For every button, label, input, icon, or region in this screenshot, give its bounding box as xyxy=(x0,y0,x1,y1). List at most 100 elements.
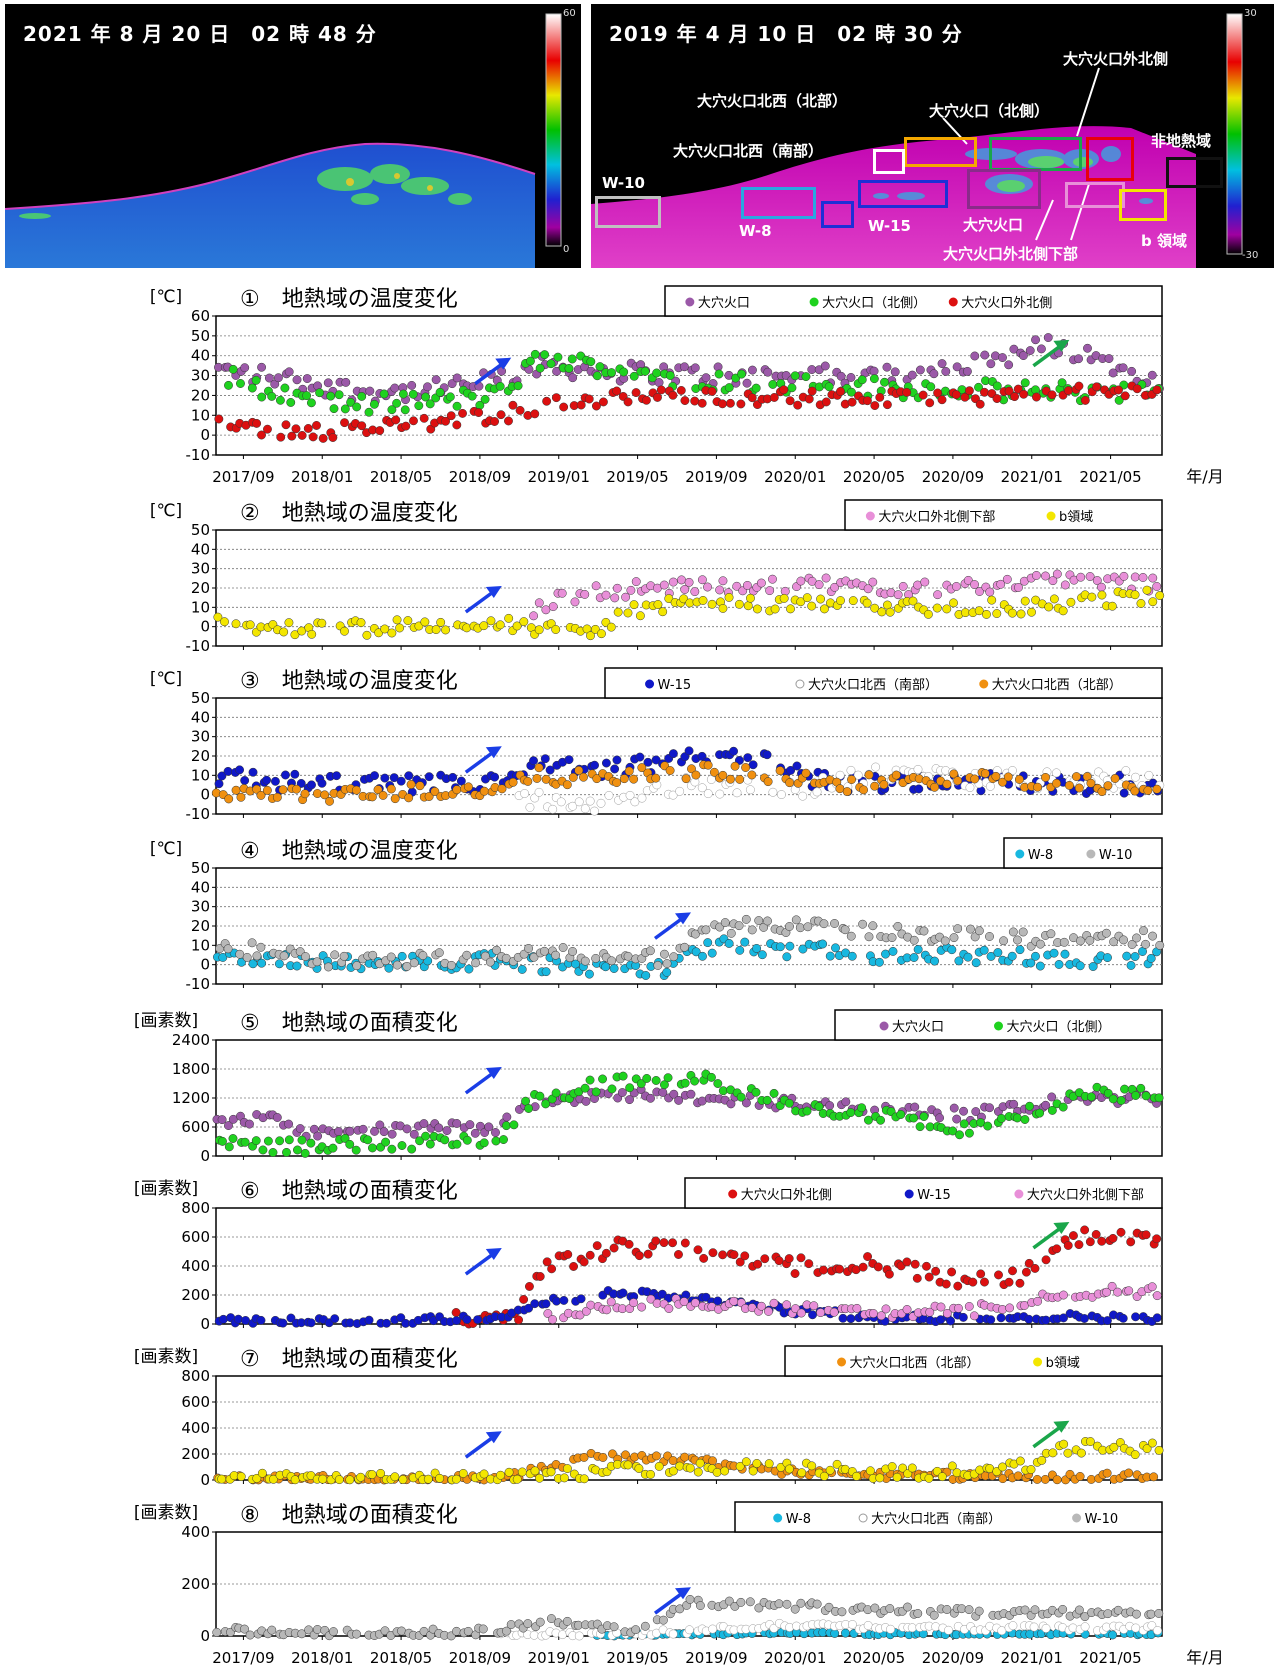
data-point-c5-s0 xyxy=(841,1097,851,1107)
legend-marker-c6 xyxy=(904,1189,914,1199)
data-point-c2-s1 xyxy=(752,604,762,614)
data-point-c2-s0 xyxy=(1152,582,1162,591)
data-point-c6-s2 xyxy=(1033,1296,1043,1306)
data-point-c7-s0 xyxy=(598,1453,608,1462)
data-point-c5-s1 xyxy=(1103,1088,1113,1098)
data-point-c3-s2 xyxy=(687,764,696,774)
data-point-c1-s2 xyxy=(960,392,970,402)
data-point-c8-s2 xyxy=(796,1598,806,1608)
data-point-c1-s0 xyxy=(1004,360,1014,370)
legend-marker-c2 xyxy=(1046,511,1056,521)
data-point-c5-s1 xyxy=(651,1076,661,1085)
data-point-c2-s1 xyxy=(1058,606,1068,616)
data-point-c3-s2 xyxy=(252,784,262,794)
data-point-c7-s1 xyxy=(1015,1456,1025,1466)
data-point-c3-s2 xyxy=(612,778,622,788)
region-label-w10: W-10 xyxy=(602,174,645,192)
data-point-c3-s2 xyxy=(1052,778,1061,788)
data-point-c6-s0 xyxy=(1068,1231,1078,1241)
data-point-c3-s2 xyxy=(703,760,713,770)
data-point-c2-s1 xyxy=(734,599,744,609)
data-point-c5-s1 xyxy=(857,1103,867,1113)
data-point-c5-s1 xyxy=(1058,1102,1068,1112)
data-point-c8-s2 xyxy=(297,1629,307,1639)
data-point-c2-s0 xyxy=(534,598,544,608)
data-point-c8-s1 xyxy=(529,1630,539,1640)
data-point-c4-s1 xyxy=(970,932,980,942)
data-point-c7-s0 xyxy=(1086,1474,1096,1484)
data-point-c1-s0 xyxy=(447,379,457,389)
data-point-c3-s0 xyxy=(529,756,538,766)
data-point-c6-s0 xyxy=(804,1259,814,1269)
data-point-c5-s1 xyxy=(452,1139,462,1149)
data-point-c2-s1 xyxy=(512,621,522,631)
data-point-c3-s2 xyxy=(870,781,880,791)
data-point-c4-s0 xyxy=(1130,952,1140,961)
data-point-c2-s0 xyxy=(951,582,961,591)
data-point-c4-s1 xyxy=(763,916,772,926)
data-point-c4-s0 xyxy=(1103,953,1112,963)
data-point-c3-s2 xyxy=(534,763,544,773)
data-point-c6-s1 xyxy=(552,1296,561,1306)
data-point-c3-s2 xyxy=(430,787,440,796)
data-point-c4-s0 xyxy=(971,958,981,968)
data-point-c6-s0 xyxy=(524,1282,534,1291)
data-point-c6-s0 xyxy=(740,1251,750,1261)
data-point-c2-s1 xyxy=(495,620,505,630)
data-point-c4-s1 xyxy=(568,947,578,956)
data-point-c8-s2 xyxy=(640,1621,650,1631)
data-point-c3-s2 xyxy=(452,785,462,795)
y-unit-c4: [℃] xyxy=(150,839,182,859)
data-point-c6-s2 xyxy=(543,1309,553,1318)
data-point-c2-s1 xyxy=(431,625,441,635)
data-point-c5-s1 xyxy=(1136,1083,1146,1093)
data-point-c1-s0 xyxy=(1118,363,1128,373)
data-point-c4-s1 xyxy=(919,926,929,936)
legend-marker-c4 xyxy=(1015,849,1025,859)
data-point-c2-s0 xyxy=(1052,569,1062,579)
data-point-c1-s2 xyxy=(591,401,601,411)
data-point-c5-s0 xyxy=(370,1126,379,1136)
data-point-c7-s0 xyxy=(630,1452,639,1462)
data-point-c1-s0 xyxy=(701,373,711,383)
data-point-c7-s1 xyxy=(268,1474,278,1484)
data-point-c6-s0 xyxy=(912,1273,922,1283)
data-point-c6-s0 xyxy=(1141,1230,1151,1240)
data-point-c4-s0 xyxy=(1126,960,1136,970)
data-point-c1-s1 xyxy=(665,371,675,380)
data-point-c5-s0 xyxy=(959,1106,968,1116)
data-point-c2-s1 xyxy=(885,607,895,617)
data-point-c1-s2 xyxy=(1004,386,1014,396)
data-point-c5-s0 xyxy=(1009,1099,1019,1109)
data-point-c3-s0 xyxy=(281,770,290,780)
data-point-c2-s0 xyxy=(1130,572,1140,582)
data-point-c3-s2 xyxy=(891,770,901,780)
data-point-c2-s0 xyxy=(975,587,984,596)
data-point-c2-s1 xyxy=(658,607,668,617)
data-point-c1-s1 xyxy=(592,371,602,381)
data-point-c3-s2 xyxy=(859,785,868,795)
data-point-c1-s1 xyxy=(257,392,267,402)
data-point-c2-s1 xyxy=(770,604,780,614)
data-point-c1-s2 xyxy=(804,394,814,404)
data-point-c4-s0 xyxy=(541,967,551,977)
data-point-c4-s0 xyxy=(752,943,762,953)
legend-label-c5: 大穴火口 xyxy=(892,1020,944,1035)
data-point-c5-s1 xyxy=(1120,1084,1129,1094)
data-point-c1-s1 xyxy=(379,389,389,399)
data-point-c5-s1 xyxy=(491,1136,501,1146)
y-tick-label-c1: 0 xyxy=(200,426,210,444)
data-point-c8-s2 xyxy=(535,1617,545,1627)
data-point-c3-s2 xyxy=(224,794,234,804)
data-point-c3-s2 xyxy=(1097,787,1107,797)
data-point-c5-s1 xyxy=(1154,1093,1164,1103)
data-point-c2-s1 xyxy=(606,622,616,632)
data-point-c4-s1 xyxy=(659,949,669,959)
data-point-c1-s1 xyxy=(790,371,800,381)
y-unit-c2: [℃] xyxy=(150,501,182,521)
legend-label-c1: 大穴火口（北側） xyxy=(822,296,926,311)
data-point-c6-s2 xyxy=(816,1308,826,1318)
data-point-c4-s1 xyxy=(591,953,601,963)
data-point-c7-s0 xyxy=(1040,1474,1050,1484)
data-point-c1-s1 xyxy=(414,401,424,411)
